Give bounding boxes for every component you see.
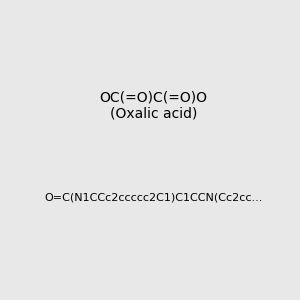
- Text: O=C(N1CCc2ccccc2C1)C1CCN(Cc2cc...: O=C(N1CCc2ccccc2C1)C1CCN(Cc2cc...: [45, 193, 263, 203]
- Text: OC(=O)C(=O)O
(Oxalic acid): OC(=O)C(=O)O (Oxalic acid): [100, 90, 208, 120]
